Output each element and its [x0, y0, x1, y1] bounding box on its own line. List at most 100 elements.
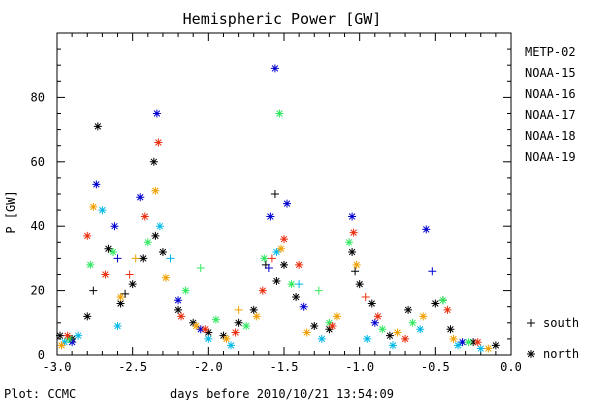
- data-point: [104, 244, 113, 253]
- data-point: [351, 267, 360, 276]
- data-point: [189, 318, 198, 327]
- marker-legend-label: north: [543, 347, 579, 361]
- data-point: [361, 293, 370, 302]
- data-point: [128, 280, 137, 289]
- data-point: [428, 267, 437, 276]
- data-point: [258, 286, 267, 295]
- data-point: [345, 238, 354, 247]
- data-point: [154, 138, 163, 147]
- data-point: [222, 334, 231, 343]
- data-point: [227, 341, 236, 350]
- data-point: [484, 344, 493, 353]
- data-point: [242, 322, 251, 331]
- marker-legend-symbol: [527, 319, 535, 327]
- data-point: [454, 341, 463, 350]
- data-point: [181, 286, 190, 295]
- data-point: [272, 276, 281, 285]
- data-point: [443, 305, 452, 314]
- data-point: [416, 325, 425, 334]
- data-point: [93, 122, 102, 131]
- x-tick-label: 0.0: [500, 360, 522, 374]
- data-point: [422, 225, 431, 234]
- data-point: [310, 322, 319, 331]
- data-point: [469, 338, 478, 347]
- y-tick-label: 80: [31, 90, 45, 104]
- plot-credit: Plot: CCMC: [4, 387, 76, 400]
- x-tick-label: -1.0: [345, 360, 374, 374]
- data-point: [63, 331, 72, 340]
- data-point: [166, 254, 175, 263]
- data-points: [56, 64, 500, 353]
- x-tick-label: -0.5: [421, 360, 450, 374]
- marker-legend: south north: [527, 316, 579, 361]
- data-point: [89, 202, 98, 211]
- data-point: [325, 325, 334, 334]
- data-point: [177, 312, 186, 321]
- data-point: [419, 312, 428, 321]
- data-point: [174, 296, 183, 305]
- data-point: [231, 328, 240, 337]
- data-point: [393, 328, 402, 337]
- data-point: [155, 222, 164, 231]
- data-point: [431, 299, 440, 308]
- x-axis: -3.0 -2.5 -2.0 -1.5 -1.0 -0.5 0.0: [43, 33, 522, 374]
- data-point: [151, 186, 160, 195]
- data-point: [404, 305, 413, 314]
- data-point: [249, 305, 258, 314]
- data-point: [83, 231, 92, 240]
- data-point: [280, 235, 288, 244]
- data-point: [283, 199, 292, 208]
- data-point: [174, 305, 183, 314]
- legend-entry: NOAA-18: [525, 129, 576, 143]
- data-point: [473, 338, 482, 347]
- x-tick-label: -1.5: [270, 360, 299, 374]
- data-point: [57, 341, 66, 350]
- data-point: [275, 109, 284, 118]
- data-point: [449, 334, 458, 343]
- legend-entry: NOAA-16: [525, 87, 576, 101]
- data-point: [151, 231, 160, 240]
- y-axis: 0 20 40 60 80: [31, 32, 511, 362]
- data-point: [332, 312, 341, 321]
- legend-entry: NOAA-17: [525, 108, 576, 122]
- data-point: [158, 247, 167, 256]
- data-point: [68, 338, 77, 347]
- data-point: [348, 247, 357, 256]
- data-point: [74, 331, 83, 340]
- data-point: [139, 254, 148, 263]
- data-point: [267, 254, 276, 263]
- data-point: [121, 289, 130, 298]
- data-point: [270, 64, 279, 73]
- data-point: [270, 190, 279, 198]
- data-point: [108, 247, 117, 256]
- data-point: [116, 299, 125, 308]
- data-point: [161, 273, 170, 282]
- y-tick-label: 0: [38, 348, 45, 362]
- data-point: [98, 206, 107, 215]
- data-point: [264, 264, 273, 273]
- data-point: [196, 325, 205, 334]
- data-point: [438, 296, 447, 305]
- data-point: [272, 247, 281, 256]
- data-point: [295, 280, 304, 289]
- data-point: [491, 341, 500, 350]
- data-point: [363, 334, 372, 343]
- data-point: [408, 318, 417, 327]
- data-point: [370, 318, 379, 327]
- legend-entry: NOAA-15: [525, 66, 576, 80]
- data-point: [378, 325, 387, 334]
- data-point: [348, 212, 357, 221]
- legend-entry: NOAA-19: [525, 150, 576, 164]
- data-point: [314, 286, 323, 295]
- data-point: [83, 312, 92, 321]
- marker-legend-label: south: [543, 316, 579, 330]
- data-point: [136, 193, 145, 202]
- x-axis-label: days before 2010/10/21 13:54:09: [170, 387, 394, 400]
- data-point: [113, 322, 122, 331]
- series-legend: METP-02 NOAA-15 NOAA-16 NOAA-17 NOAA-18 NOAA-…: [525, 45, 576, 164]
- data-point: [299, 302, 308, 311]
- x-tick-label: -2.5: [118, 360, 147, 374]
- data-point: [266, 212, 275, 221]
- data-point: [60, 338, 69, 347]
